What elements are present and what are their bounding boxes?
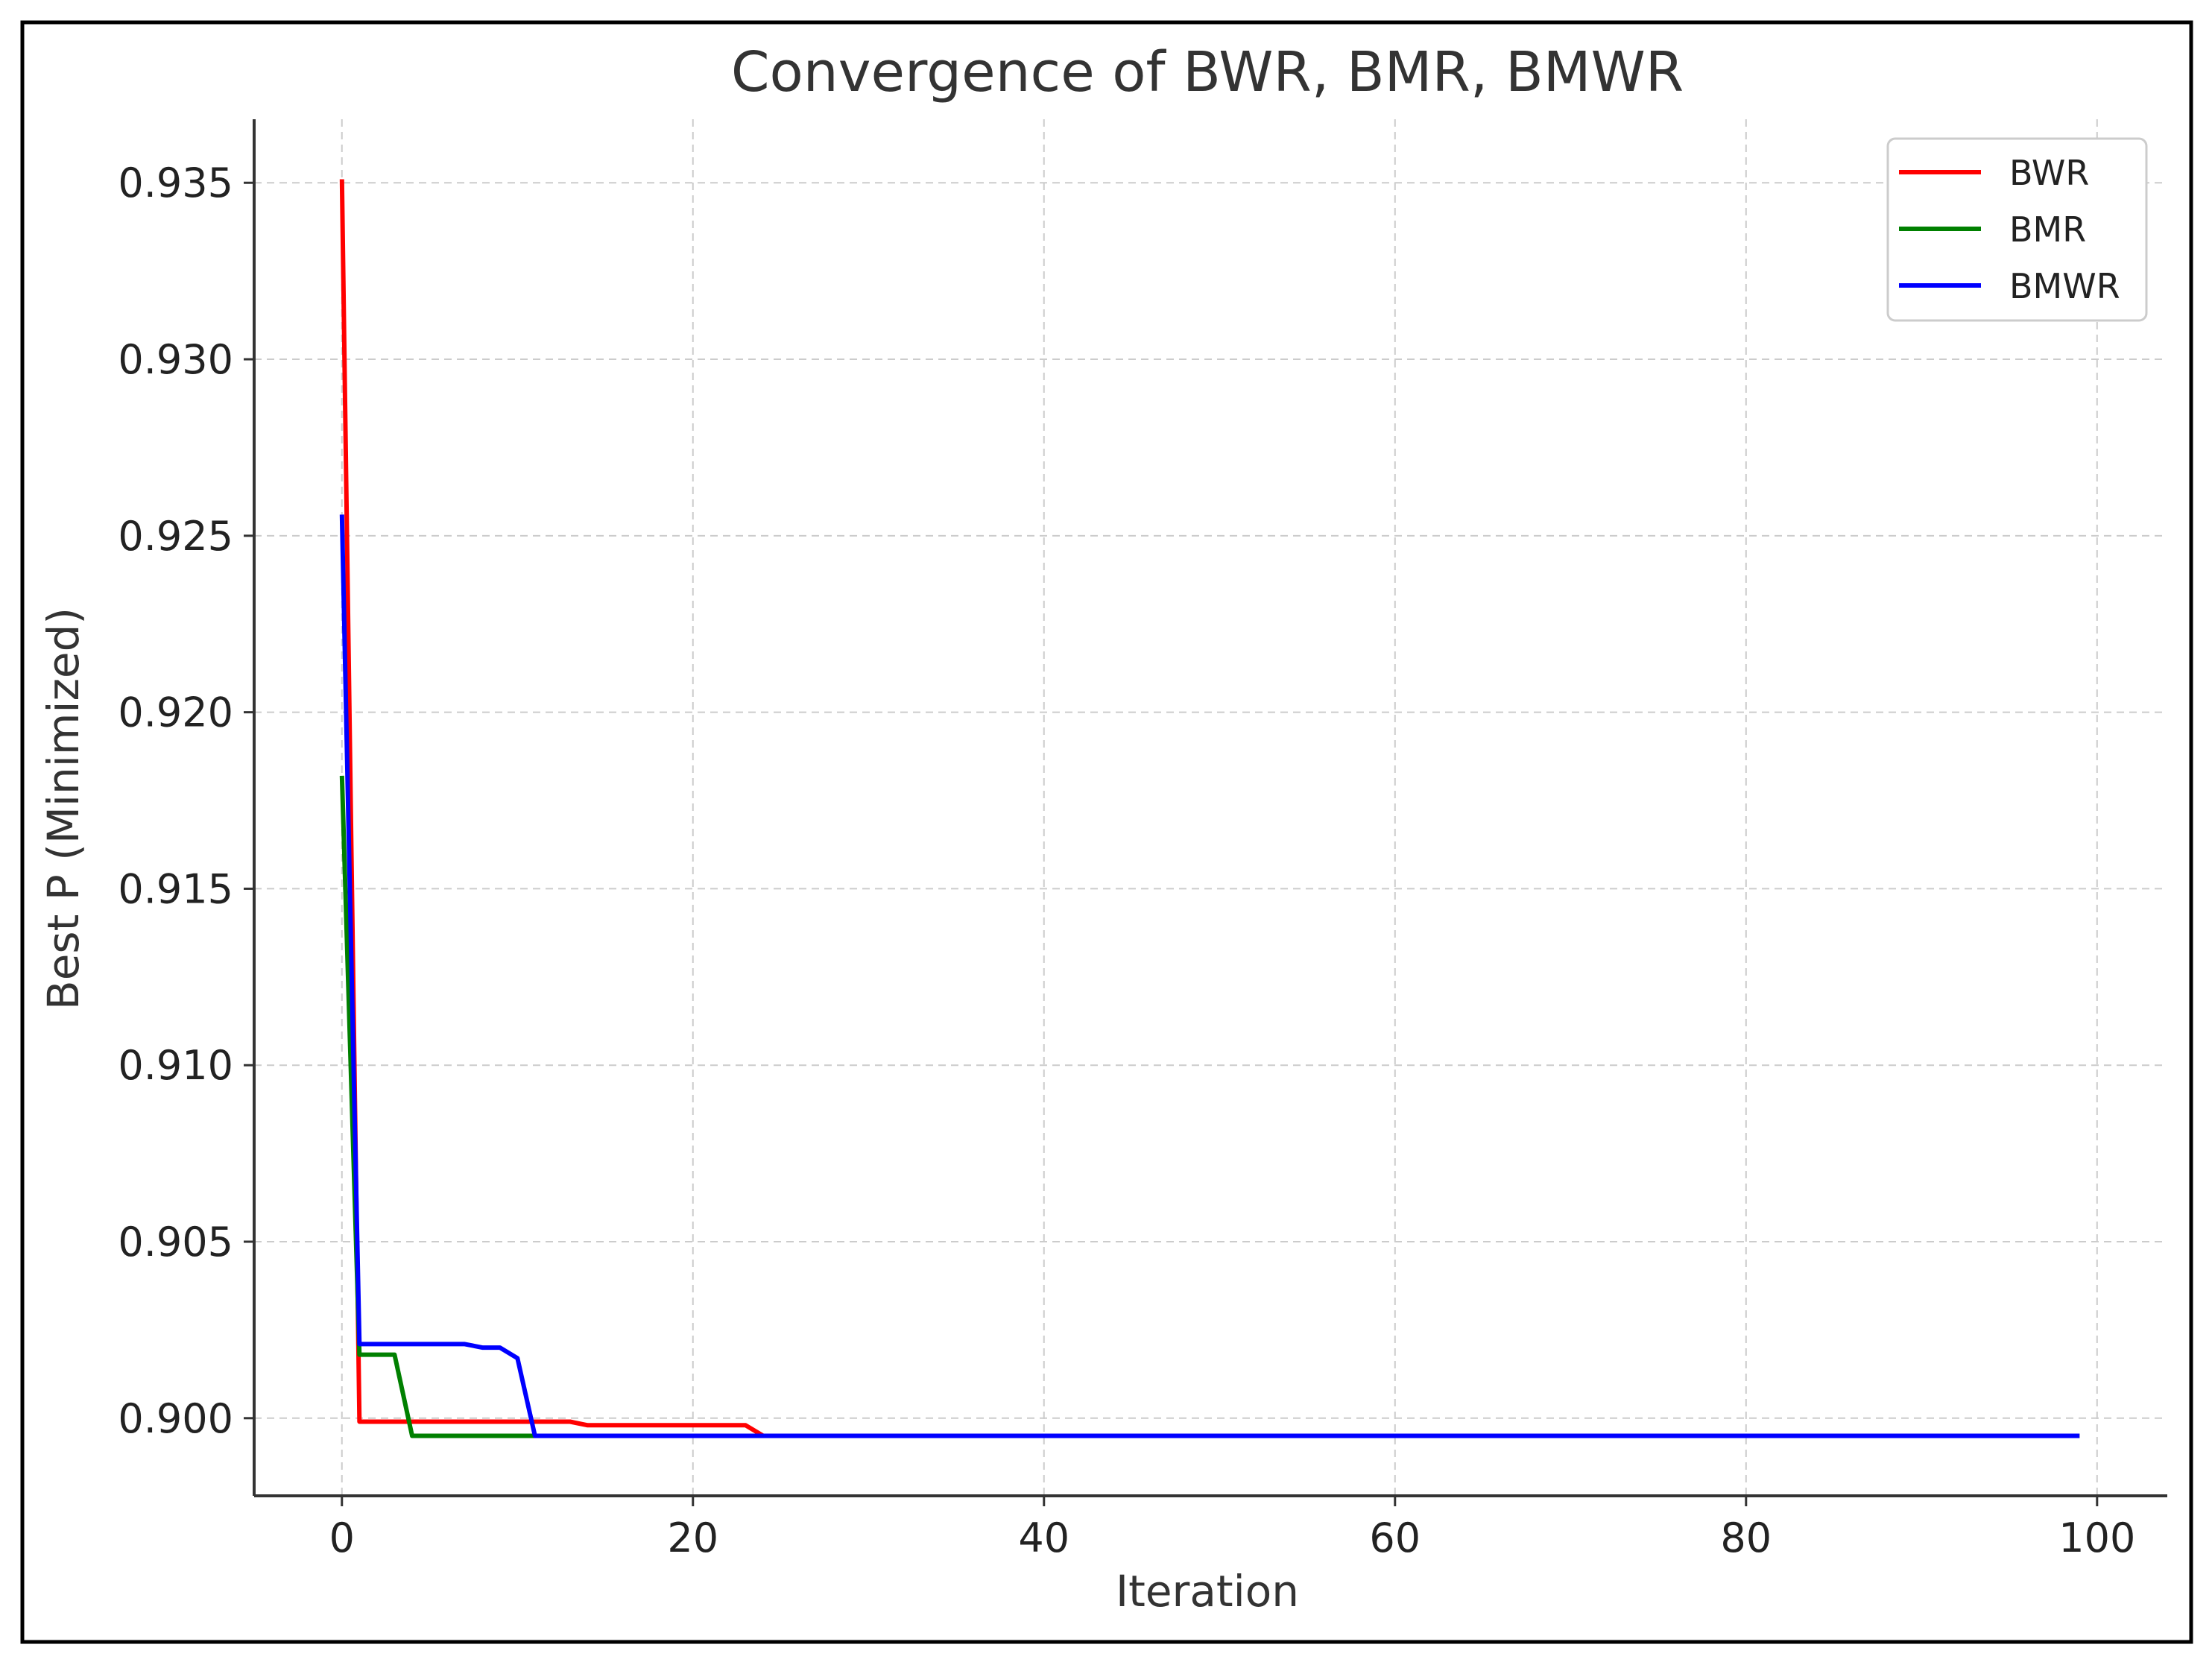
series-line-bwr [339,179,2080,1438]
x-tick-label: 20 [667,1514,718,1561]
tick-labels: 0 20 40 60 80 100 0.900 0.905 0.910 0.915 0.920 0.9… [118,159,2135,1561]
y-tick-label: 0.930 [118,336,233,383]
x-axis-label: Iteration [1116,1566,1299,1617]
axes [253,119,2167,1497]
x-tick-label: 80 [1720,1514,1772,1561]
legend-box [1886,137,2148,322]
y-axis-label: Best P (Minimized) [38,607,89,1010]
x-tick-label: 0 [329,1514,355,1561]
y-tick-label: 0.910 [118,1042,233,1089]
legend: BWR BMR BMWR [1886,137,2148,322]
y-tick-label: 0.935 [118,159,233,206]
chart-title: Convergence of BWR, BMR, BMWR [731,40,1684,104]
grid [254,119,2167,1496]
series-line-bmwr [339,514,2080,1438]
legend-label-bmwr: BMWR [2009,266,2120,306]
legend-label-bmr: BMR [2009,209,2086,250]
legend-label-bwr: BWR [2009,153,2089,193]
x-tick-label: 60 [1369,1514,1421,1561]
x-tick-label: 40 [1018,1514,1069,1561]
x-tick-label: 100 [2058,1514,2135,1561]
y-tick-label: 0.925 [118,513,233,560]
figure-frame [20,20,2193,1644]
y-tick-label: 0.915 [118,865,233,912]
y-tick-label: 0.920 [118,689,233,736]
y-tick-label: 0.905 [118,1219,233,1266]
series-lines [339,179,2080,1438]
y-tick-label: 0.900 [118,1395,233,1442]
